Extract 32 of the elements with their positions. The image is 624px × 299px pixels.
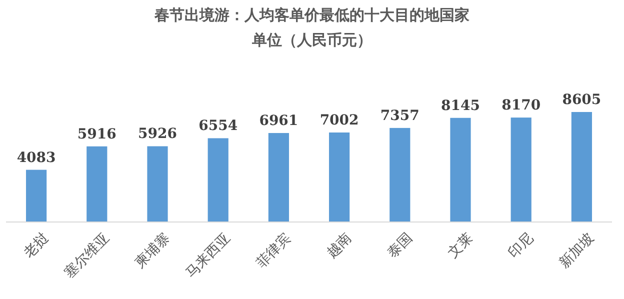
x-tick-label: 文莱 (445, 230, 476, 262)
data-label: 4083 (16, 150, 56, 166)
x-tick-label: 菲律宾 (253, 230, 294, 272)
data-label: 6961 (259, 113, 298, 130)
bar (571, 112, 592, 222)
x-tick-label: 柬埔寨 (132, 230, 174, 272)
data-label: 8605 (562, 92, 602, 108)
bar (147, 146, 168, 222)
data-label: 7357 (380, 108, 420, 124)
data-label: 6554 (198, 118, 238, 134)
data-label: 8145 (441, 98, 480, 114)
x-tick-label: 印尼 (506, 230, 537, 262)
chart-title: 春节出境游：人均客单价最低的十大目的地国家 (154, 6, 470, 24)
bar (450, 118, 471, 222)
x-tick-label: 塞尔维亚 (62, 230, 113, 282)
bar (390, 128, 410, 222)
x-tick-label: 马来西亚 (182, 230, 234, 282)
chart-subtitle: 单位（人民币元） (251, 31, 372, 49)
bar (329, 132, 350, 222)
data-label: 7002 (320, 112, 359, 128)
bar (86, 146, 108, 222)
x-tick-label: 泰国 (384, 230, 416, 262)
data-label: 8170 (502, 98, 541, 114)
bar (510, 118, 532, 222)
bar (208, 138, 228, 222)
x-tick-label: 新加坡 (556, 230, 598, 272)
x-tick-label: 老挝 (20, 230, 52, 262)
x-tick-label: 越南 (324, 230, 355, 262)
bar (26, 170, 47, 222)
bar (268, 133, 289, 222)
data-label: 5916 (77, 126, 116, 142)
data-label: 5926 (138, 126, 177, 142)
